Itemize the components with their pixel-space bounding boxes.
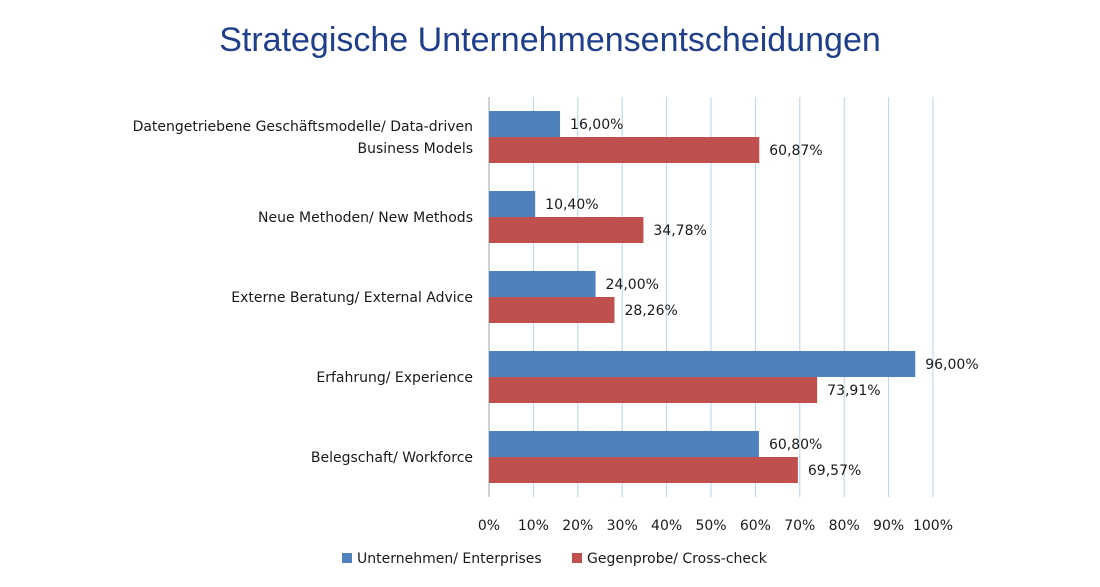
legend-swatch	[572, 553, 582, 563]
bar-cross-check	[489, 457, 798, 483]
category-label: Business Models	[357, 141, 473, 157]
x-tick-label: 60%	[740, 518, 771, 534]
data-label: 34,78%	[653, 223, 706, 239]
bar-enterprises	[489, 351, 916, 377]
category-label: Neue Methoden/ New Methods	[258, 210, 473, 226]
legend-label: Unternehmen/ Enterprises	[357, 551, 542, 567]
data-label: 73,91%	[827, 383, 880, 399]
x-tick-label: 70%	[784, 518, 815, 534]
bar-enterprises	[489, 271, 596, 297]
data-label: 96,00%	[925, 357, 978, 373]
category-labels: Datengetriebene Geschäftsmodelle/ Data-d…	[133, 119, 473, 466]
data-label: 60,87%	[769, 143, 822, 159]
chart-title: Strategische Unternehmensentscheidungen	[219, 21, 881, 59]
bar-cross-check	[489, 377, 818, 403]
x-tick-label: 50%	[695, 518, 726, 534]
x-tick-label: 10%	[518, 518, 549, 534]
category-label: Belegschaft/ Workforce	[311, 450, 473, 466]
data-label: 28,26%	[624, 303, 677, 319]
bar-enterprises	[489, 111, 561, 137]
data-label: 16,00%	[570, 117, 623, 133]
bar-cross-check	[489, 217, 644, 243]
bar-enterprises	[489, 191, 536, 217]
category-label: Erfahrung/ Experience	[316, 370, 473, 386]
x-tick-label: 20%	[562, 518, 593, 534]
x-tick-label: 0%	[478, 518, 500, 534]
data-label: 10,40%	[545, 197, 598, 213]
x-tick-label: 40%	[651, 518, 682, 534]
bar-cross-check	[489, 137, 760, 163]
data-label: 24,00%	[606, 277, 659, 293]
grid-lines	[488, 97, 934, 497]
data-label: 69,57%	[808, 463, 861, 479]
x-tick-label: 80%	[829, 518, 860, 534]
legend-swatch	[342, 553, 352, 563]
category-label: Datengetriebene Geschäftsmodelle/ Data-d…	[133, 119, 473, 135]
x-tick-label: 90%	[873, 518, 904, 534]
data-labels: 16,00% 60,87% 10,40% 34,78% 24,00% 28,26% 96,0…	[545, 117, 978, 479]
bar-enterprises	[489, 431, 759, 457]
legend-label: Gegenprobe/ Cross-check	[587, 551, 768, 567]
x-tick-label: 100%	[913, 518, 953, 534]
legend: Unternehmen/ Enterprises Gegenprobe/ Cros…	[342, 551, 768, 567]
x-tick-label: 30%	[607, 518, 638, 534]
bar-cross-check	[489, 297, 615, 323]
category-label: Externe Beratung/ External Advice	[231, 290, 473, 306]
bars	[489, 111, 916, 483]
x-tick-labels: 0% 10% 20% 30% 40% 50% 60% 70% 80% 90% 100%	[478, 518, 953, 534]
data-label: 60,80%	[769, 437, 822, 453]
